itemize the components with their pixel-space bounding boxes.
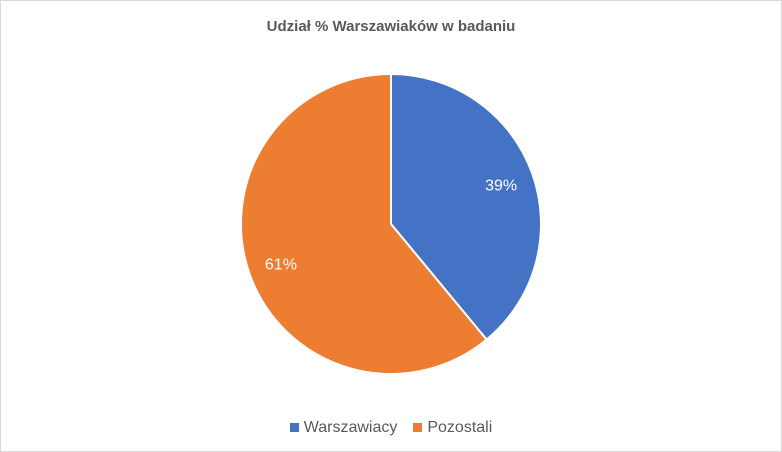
legend-item: Pozostali [413,419,492,437]
data-label: 39% [485,177,517,194]
pie-slice-warszawiacy [390,72,542,341]
legend-label: Pozostali [427,419,493,436]
legend-item: Warszawiacy [289,419,398,437]
chart-title: Udział % Warszawiaków w badaniu [266,18,516,35]
pie-slice-pozostali [240,72,489,375]
data-label: 61% [265,257,297,274]
legend-label: Warszawiacy [303,419,398,436]
legend-swatch [289,423,299,432]
legend-swatch [413,423,423,432]
legend: Warszawiacy Pozostali [1,419,781,437]
